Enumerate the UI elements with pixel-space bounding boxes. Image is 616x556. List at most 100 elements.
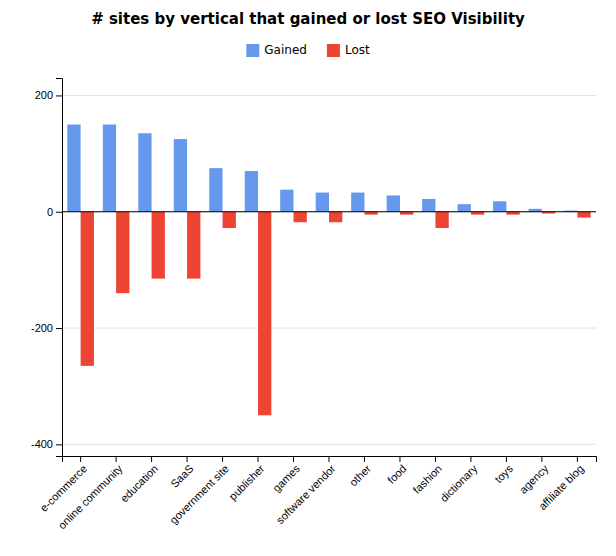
bar [245, 171, 258, 212]
bar [138, 133, 151, 212]
legend: Gained Lost [246, 43, 370, 57]
x-tick: dictionary [438, 456, 480, 504]
x-tick-mark [151, 456, 152, 462]
grid-line [62, 444, 596, 445]
x-tick-label: education [118, 462, 160, 504]
legend-swatch [327, 44, 340, 57]
legend-label: Lost [345, 43, 370, 57]
x-tick-mark [116, 456, 117, 462]
bar [152, 212, 165, 279]
bar [103, 125, 116, 212]
y-tick-mark [56, 212, 62, 213]
x-tick-label: food [385, 462, 409, 486]
legend-item: Gained [246, 43, 307, 57]
x-tick: education [118, 456, 160, 505]
bar [258, 212, 271, 416]
x-tick-label: other [347, 462, 373, 488]
bar [81, 212, 94, 366]
chart: -400-2000200e-commerceonline communityed… [0, 0, 616, 556]
bar [280, 190, 293, 212]
legend-label: Gained [264, 43, 307, 57]
x-tick-mark [541, 456, 542, 462]
x-tick-label: publisher [227, 462, 267, 502]
x-tick: agency [517, 456, 551, 496]
x-tick-mark [329, 456, 330, 462]
grid-line [62, 211, 596, 212]
title: # sites by vertical that gained or lost … [91, 10, 525, 28]
bar [422, 199, 435, 212]
grid-line [62, 95, 596, 96]
x-tick-mark [187, 456, 188, 462]
bar [316, 193, 329, 212]
bar [223, 212, 236, 228]
y-tick-mark [56, 95, 62, 96]
x-tick-label: software vendor [274, 462, 338, 526]
bar [351, 193, 364, 212]
x-tick: SaaS [168, 456, 196, 490]
x-tick-label: fashion [410, 462, 444, 496]
bar [174, 139, 187, 212]
baseline [62, 211, 596, 212]
x-tick-mark [399, 456, 400, 462]
x-tick-mark [258, 456, 259, 462]
x-tick-label: dictionary [438, 462, 480, 504]
bar [387, 195, 400, 211]
x-tick: toys [492, 456, 515, 485]
x-tick-mark [293, 456, 294, 462]
x-tick-mark [470, 456, 471, 462]
bar [329, 212, 342, 222]
x-tick: publisher [227, 456, 267, 502]
x-tick-label: SaaS [168, 462, 196, 490]
y-tick: -200 [31, 322, 62, 334]
y-tick-label: 0 [47, 206, 53, 218]
x-tick-label: online community [56, 462, 125, 531]
series [81, 212, 591, 416]
bar [67, 125, 80, 212]
legend-swatch [246, 44, 259, 57]
x-tick-mark [435, 456, 436, 462]
x-tick-label: agency [517, 462, 551, 496]
bar [187, 212, 200, 279]
x-tick: online community [56, 456, 125, 531]
grid-line [62, 328, 596, 329]
x-tick-mark [506, 456, 507, 462]
series [67, 125, 577, 212]
x-tick-label: government site [167, 462, 231, 526]
bar [577, 212, 590, 218]
y-tick: 200 [35, 89, 62, 101]
y-axis: -400 -200 0 200 [31, 79, 63, 457]
bar [435, 212, 448, 228]
x-tick-mark [80, 456, 81, 462]
legend-item: Lost [327, 43, 370, 57]
x-axis: e-commerceonline communityeducationSaaSg… [37, 456, 596, 531]
x-tick: government site [167, 456, 231, 526]
x-tick-mark [577, 456, 578, 462]
bars [67, 125, 590, 416]
y-tick: 0 [47, 206, 62, 218]
x-tick: fashion [410, 456, 444, 496]
y-tick-label: -200 [31, 322, 53, 334]
x-axis-line [63, 457, 597, 463]
x-tick-label: toys [492, 462, 515, 485]
x-tick: software vendor [274, 456, 338, 526]
bar [116, 212, 129, 293]
y-tick-mark [56, 444, 62, 445]
x-tick-label: affiliate blog [536, 462, 586, 512]
plot: -400-2000200e-commerceonline communityed… [31, 79, 597, 532]
y-tick: -400 [31, 438, 62, 450]
x-tick: other [347, 456, 373, 489]
bar [458, 204, 471, 212]
x-tick-mark [222, 456, 223, 462]
bar [294, 212, 307, 222]
y-tick-label: 200 [35, 89, 53, 101]
y-tick-label: -400 [31, 438, 53, 450]
y-tick-mark [56, 328, 62, 329]
x-tick: affiliate blog [536, 456, 586, 512]
y-axis-line [56, 79, 63, 457]
bar [209, 168, 222, 212]
bar [493, 201, 506, 211]
x-tick: games [270, 456, 302, 494]
x-tick-label: games [270, 462, 302, 494]
x-tick-mark [364, 456, 365, 462]
x-tick: food [385, 456, 409, 486]
